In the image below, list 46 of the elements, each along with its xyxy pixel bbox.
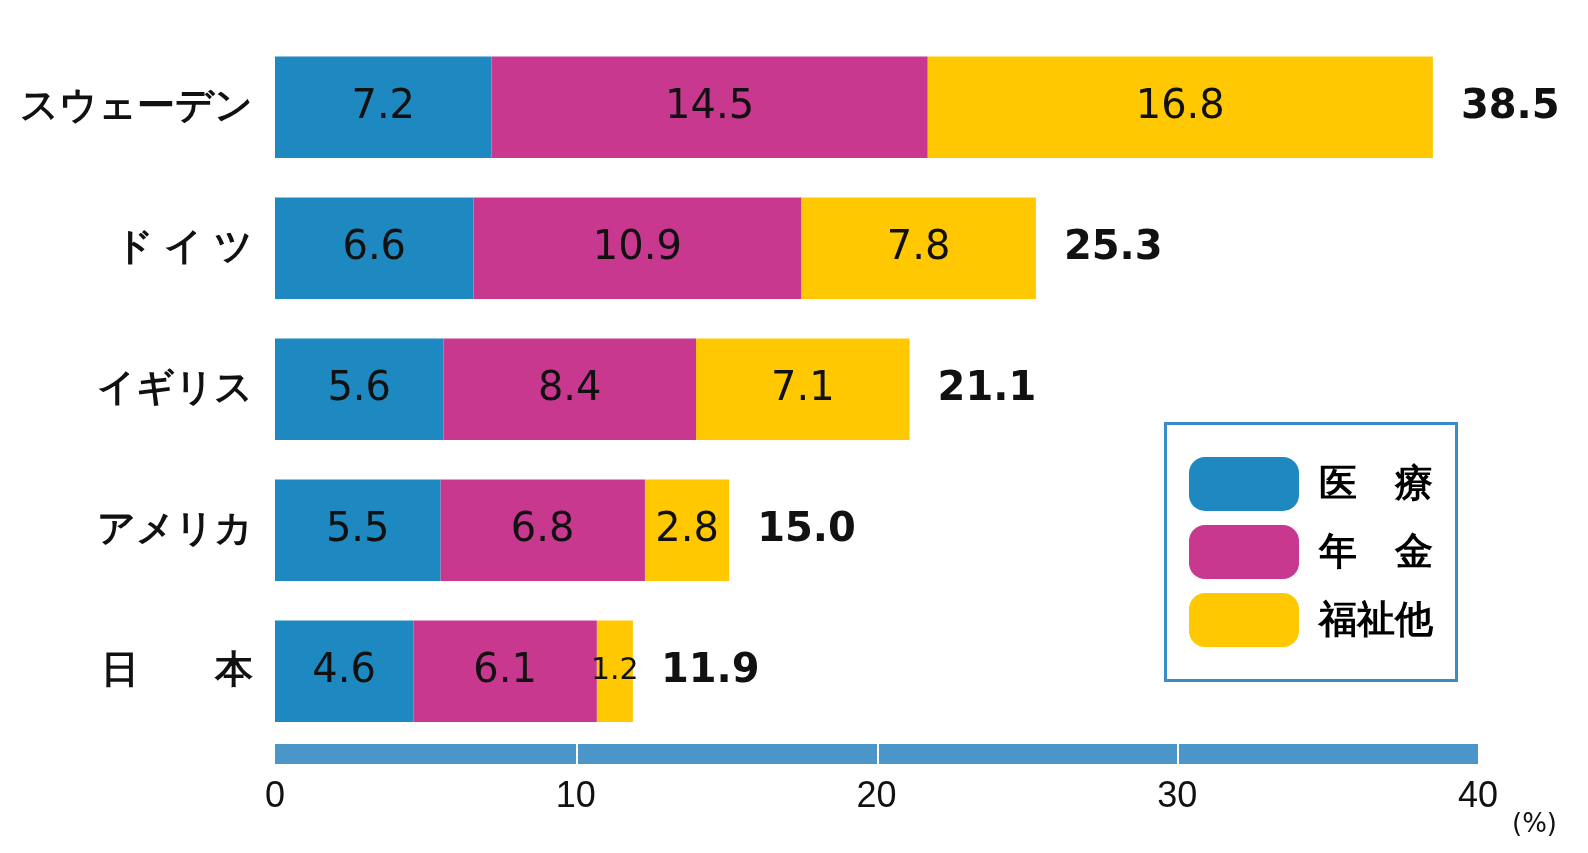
y-tick-label: イギリス <box>97 365 253 408</box>
y-tick-label: スウェーデン <box>20 83 253 126</box>
data-label: 8.4 <box>537 362 602 409</box>
x-tick-label: 0 <box>264 774 286 816</box>
total-label: 25.3 <box>1063 221 1163 268</box>
bar <box>275 620 414 723</box>
data-label: 6.8 <box>510 503 575 550</box>
data-label: 5.5 <box>325 503 390 550</box>
bar <box>443 338 697 441</box>
data-label: 4.6 <box>312 644 376 691</box>
bar <box>927 56 1433 159</box>
data-label: 7.2 <box>351 80 416 127</box>
y-tick-label: 日 本 <box>101 647 253 690</box>
data-label: 16.8 <box>1135 80 1225 127</box>
legend-label: 福祉他 <box>1319 596 1433 644</box>
bar <box>275 479 441 582</box>
bar <box>644 479 730 582</box>
data-label: 14.5 <box>665 80 755 127</box>
data-label: 7.8 <box>886 221 951 268</box>
bar <box>275 197 474 300</box>
data-label: 2.8 <box>655 503 719 550</box>
data-label: 6.1 <box>473 644 537 691</box>
data-label: 6.6 <box>342 221 407 268</box>
total-label: 38.5 <box>1460 80 1560 127</box>
x-tick-label: 40 <box>1457 774 1499 816</box>
bar <box>440 479 645 582</box>
data-label: 10.9 <box>592 221 682 268</box>
y-tick-label: ド イ ツ <box>114 224 253 267</box>
total-label: 15.0 <box>757 503 856 550</box>
legend-label: 年 金 <box>1319 528 1433 576</box>
bar <box>275 338 444 441</box>
legend-label: 医 療 <box>1319 460 1433 508</box>
data-label: 5.6 <box>327 362 392 409</box>
x-axis-title: (%) <box>1512 807 1557 838</box>
bar <box>696 338 910 441</box>
total-label: 11.9 <box>660 644 760 691</box>
x-tick-label: 20 <box>856 774 897 816</box>
bar <box>801 197 1036 300</box>
bar <box>275 56 492 159</box>
bar <box>491 56 928 159</box>
data-label: 7.1 <box>771 362 835 409</box>
x-tick-label: 30 <box>1157 774 1198 816</box>
y-tick-label: アメリカ <box>97 506 253 549</box>
x-tick-label: 10 <box>555 774 596 816</box>
total-label: 21.1 <box>937 362 1037 409</box>
bar <box>473 197 802 300</box>
